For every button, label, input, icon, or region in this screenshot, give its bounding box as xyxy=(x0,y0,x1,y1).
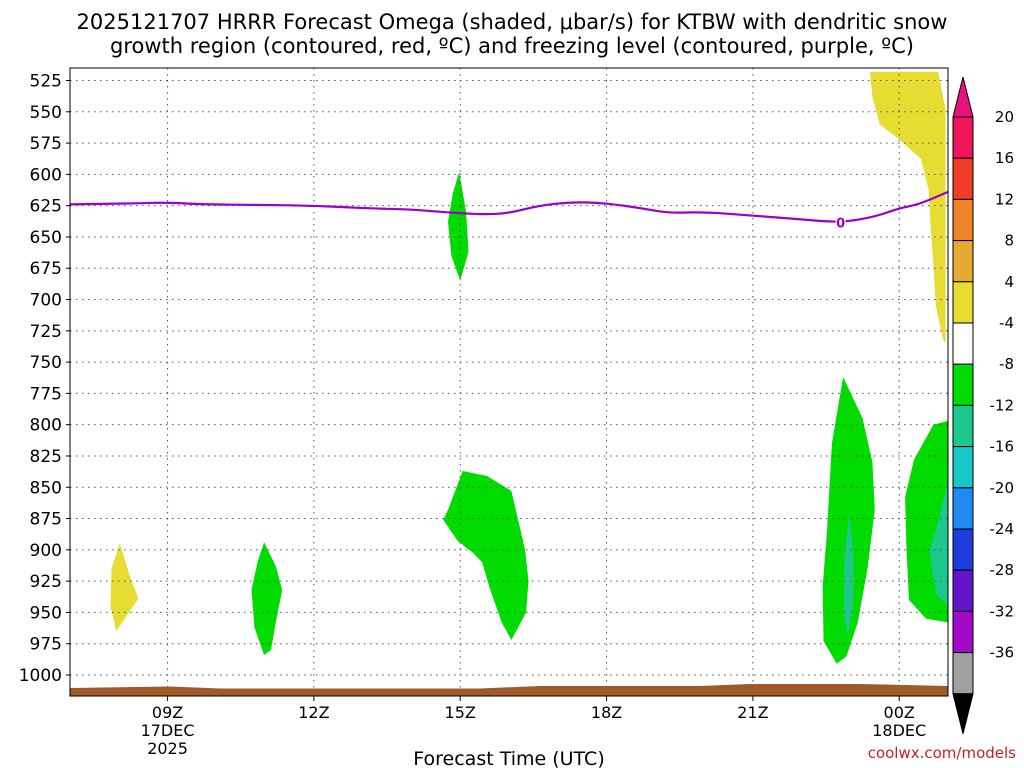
freezing-level-label: 0 xyxy=(836,217,845,232)
gridlines xyxy=(70,68,948,696)
colorbar-swatch xyxy=(952,487,974,530)
freezing-level-label-bg xyxy=(835,214,846,230)
pressure-tick-label: 825 xyxy=(30,447,62,467)
freezing-level-line xyxy=(70,190,948,223)
plot-frame xyxy=(69,67,949,697)
time-tick-label: 00Z xyxy=(884,703,915,722)
colorbar-label: -20 xyxy=(990,479,1015,497)
pressure-tick-label: 850 xyxy=(30,478,62,498)
colorbar-label: 4 xyxy=(1004,273,1014,291)
pressure-tick-label: 650 xyxy=(30,228,62,248)
colorbar-swatch xyxy=(952,322,974,365)
colorbar-label: 12 xyxy=(995,190,1014,208)
omega-shading-layer xyxy=(110,71,948,664)
colorbar-swatch xyxy=(952,116,974,159)
chart-title-line2: growth region (contoured, red, ºC) and f… xyxy=(110,34,914,58)
omega-colorbar: 20 16 12 8 4 -4 -8 -12 -16 -20 -24 -28 -32 -36 xyxy=(952,76,1015,734)
omega-region-yellow-lower-left xyxy=(110,543,139,632)
time-tick-date: 18DEC xyxy=(872,721,926,740)
colorbar-swatch xyxy=(952,528,974,571)
time-tick-date: 17DEC xyxy=(141,721,195,740)
pressure-tick-label: 950 xyxy=(30,603,62,623)
pressure-axis: 525 550 575 600 625 650 675 700 725 750 775 800 825 8… xyxy=(19,72,70,686)
freezing-level-layer: 0 xyxy=(70,190,948,232)
colorbar-swatch xyxy=(952,569,974,612)
colorbar-swatch xyxy=(952,240,974,283)
pressure-tick-label: 675 xyxy=(30,259,62,279)
pressure-tick-label: 800 xyxy=(30,416,62,436)
omega-region-green-15z-mid xyxy=(448,171,469,281)
pressure-tick-label: 575 xyxy=(30,134,62,154)
colorbar-label: -16 xyxy=(990,438,1015,456)
colorbar-swatch xyxy=(952,652,974,695)
time-tick-label: 18Z xyxy=(591,703,622,722)
time-tick-label: 09Z xyxy=(152,703,183,722)
plot-area: 0 xyxy=(69,67,949,697)
pressure-tick-label: 925 xyxy=(30,572,62,592)
time-tick-label: 21Z xyxy=(737,703,768,722)
colorbar-label: -12 xyxy=(990,396,1015,414)
pressure-tick-label: 600 xyxy=(30,165,62,185)
omega-region-teal-right-edge xyxy=(929,481,948,607)
colorbar-label: -36 xyxy=(990,644,1015,662)
colorbar-swatch xyxy=(952,363,974,406)
colorbar-swatch xyxy=(952,198,974,242)
omega-region-green-11z xyxy=(251,542,283,655)
time-tick-label: 12Z xyxy=(298,703,329,722)
omega-region-green-15z-low xyxy=(443,471,529,640)
pressure-tick-label: 550 xyxy=(30,103,62,123)
pressure-tick-label: 775 xyxy=(30,384,62,404)
colorbar-label: -4 xyxy=(999,314,1014,332)
pressure-tick-label: 975 xyxy=(30,635,62,655)
colorbar-swatch xyxy=(952,446,974,489)
colorbar-swatch xyxy=(952,610,974,654)
chart-title-line1: 2025121707 HRRR Forecast Omega (shaded, … xyxy=(77,10,948,34)
pressure-tick-label: 700 xyxy=(30,291,62,311)
pressure-tick-label: 625 xyxy=(30,197,62,217)
pressure-tick-label: 1000 xyxy=(19,666,62,686)
pressure-tick-label: 725 xyxy=(30,322,62,342)
colorbar-bottom-arrow xyxy=(952,693,974,734)
colorbar-swatch xyxy=(952,404,974,448)
surface-terrain xyxy=(70,684,948,696)
omega-region-teal-2330z xyxy=(843,512,854,637)
colorbar-label: 16 xyxy=(995,149,1014,167)
x-axis-title: Forecast Time (UTC) xyxy=(413,748,604,768)
colorbar-label: 8 xyxy=(1004,232,1014,250)
time-tick-label: 15Z xyxy=(445,703,476,722)
colorbar-label: -28 xyxy=(990,561,1015,579)
colorbar-label: -32 xyxy=(990,602,1015,620)
colorbar-top-arrow xyxy=(952,76,974,118)
colorbar-label: 20 xyxy=(995,108,1014,126)
colorbar-label: -24 xyxy=(990,520,1015,538)
pressure-tick-label: 750 xyxy=(30,353,62,373)
omega-region-yellow-upper-right xyxy=(870,71,946,344)
colorbar-swatch xyxy=(952,281,974,324)
time-tick-year: 2025 xyxy=(147,739,188,758)
pressure-tick-label: 875 xyxy=(30,510,62,530)
colorbar-label: -8 xyxy=(999,355,1014,373)
pressure-tick-label: 900 xyxy=(30,541,62,561)
colorbar-swatch xyxy=(952,157,974,200)
credit-text: coolwx.com/models xyxy=(868,744,1016,762)
pressure-tick-label: 525 xyxy=(30,72,62,92)
